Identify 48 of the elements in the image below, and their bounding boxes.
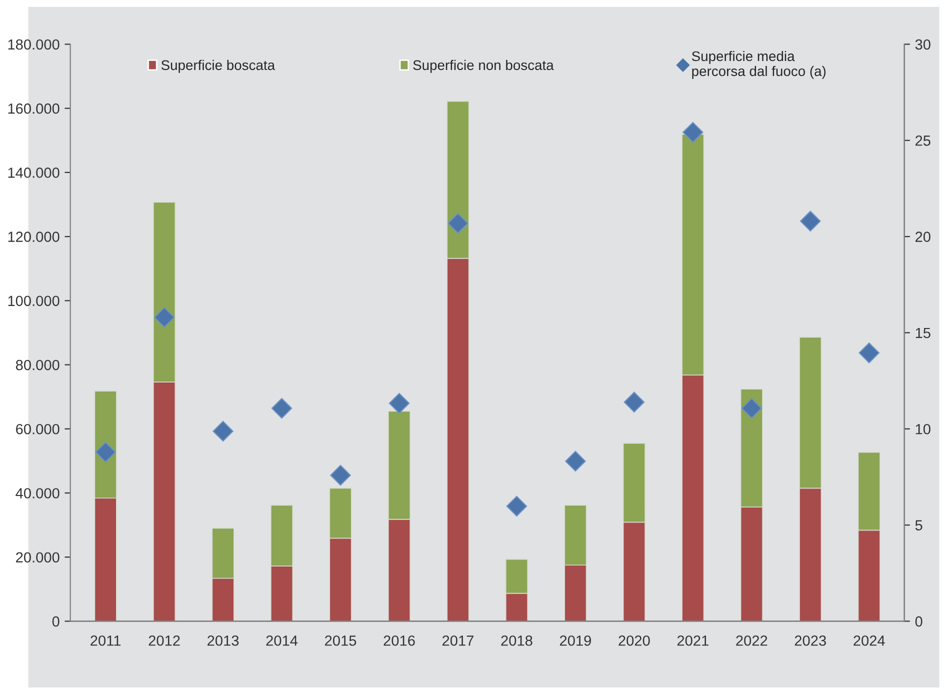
point: [506, 496, 528, 517]
x-tick-label: 2024: [854, 635, 885, 646]
point: [565, 450, 586, 472]
legend-label: Superficie non boscata: [413, 60, 554, 73]
y-tick-label: 40.000: [16, 488, 60, 498]
y-tick-label: 140.000: [8, 168, 60, 178]
point: [212, 420, 234, 442]
point: [388, 392, 410, 414]
x-tick-label: 2015: [325, 635, 356, 646]
y-tick-label: 100.000: [8, 296, 60, 306]
point: [800, 210, 821, 232]
point: [741, 398, 762, 419]
point: [448, 212, 468, 234]
x-tick-label: 2019: [560, 635, 591, 646]
y2-tick-label: 20: [916, 232, 930, 242]
y2-tick-label: 10: [916, 424, 930, 434]
y2-tick-label: 0: [915, 616, 922, 627]
point: [95, 442, 116, 463]
y-tick-label: 20.000: [16, 552, 60, 563]
point: [330, 464, 351, 486]
y-tick-label: 160.000: [8, 103, 60, 114]
point: [271, 398, 292, 419]
legend-label: Superficie media percorsa dal fuoco (a): [692, 50, 826, 79]
y-tick-label: 80.000: [16, 360, 60, 370]
y-tick-label: 120.000: [8, 232, 60, 242]
x-tick-label: 2022: [736, 635, 768, 646]
x-tick-label: 2013: [208, 635, 239, 646]
point: [624, 392, 645, 413]
legend-label: Superficie boscata: [161, 60, 276, 73]
y-tick-label: 0: [52, 616, 60, 627]
y2-tick-label: 15: [916, 328, 930, 338]
y2-tick-label: 5: [915, 520, 922, 530]
point: [682, 122, 704, 143]
x-tick-label: 2023: [794, 635, 826, 646]
y-tick-label: 180.000: [8, 39, 60, 50]
x-tick-label: 2017: [442, 635, 474, 646]
point: [154, 306, 175, 328]
x-tick-label: 2016: [384, 635, 415, 646]
y-tick-label: 60.000: [16, 424, 60, 434]
x-tick-label: 2012: [148, 635, 180, 646]
y2-tick-label: 30: [915, 39, 930, 50]
x-tick-label: 2021: [677, 635, 708, 646]
x-tick-label: 2020: [618, 635, 650, 646]
x-tick-label: 2014: [266, 635, 298, 646]
x-tick-label: 2018: [501, 635, 532, 646]
y2-tick-label: 25: [916, 135, 930, 146]
point: [858, 342, 880, 364]
x-tick-label: 2011: [90, 635, 121, 646]
